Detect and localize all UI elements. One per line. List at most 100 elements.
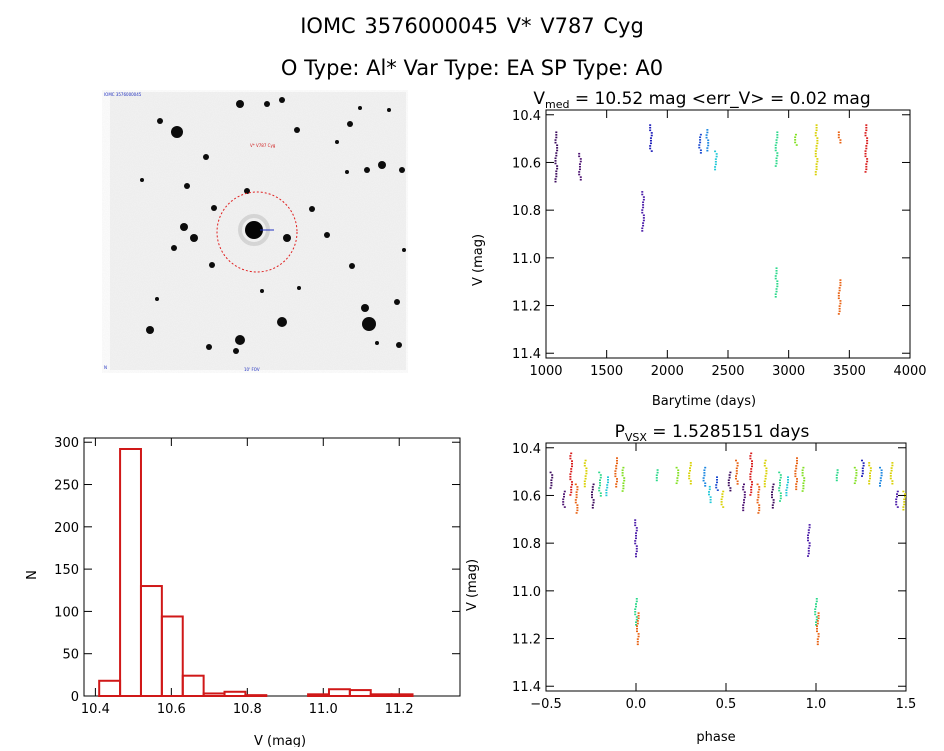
- lightcurve-point: [864, 152, 867, 155]
- star: [146, 326, 154, 334]
- phased-point: [721, 495, 724, 498]
- phased-point: [743, 491, 746, 493]
- phased-point: [765, 472, 768, 475]
- phased-point: [635, 550, 638, 553]
- lightcurve-point: [776, 154, 779, 157]
- histogram-svg: 10.4 10.6 10.8 11.0 11.2 0 50 100 150 200 250 300 V…: [25, 436, 461, 749]
- phased-point: [704, 466, 707, 469]
- phased-point: [743, 499, 745, 501]
- phased-point: [576, 509, 579, 512]
- phased-point: [771, 504, 774, 506]
- phased-point: [796, 480, 798, 483]
- phased-point: [607, 481, 609, 484]
- phased-point: [575, 496, 578, 499]
- lightcurve-series-group: [837, 131, 842, 144]
- lightcurve-point: [641, 193, 644, 196]
- phased-series-group: [868, 462, 872, 485]
- lightcurve-point: [649, 139, 652, 142]
- phased-point: [636, 625, 638, 627]
- star: [264, 101, 270, 107]
- histogram-xlabel: V (mag): [254, 734, 306, 747]
- phased-point: [727, 479, 730, 482]
- phased-point: [794, 475, 797, 478]
- lightcurve-point: [554, 157, 557, 160]
- star: [184, 183, 190, 189]
- phased-series-group: [598, 471, 602, 497]
- phased-point: [816, 630, 818, 633]
- phased-point: [751, 481, 753, 483]
- phased-series-group: [688, 462, 692, 485]
- phased-series-group: [621, 466, 626, 492]
- lightcurve-point: [578, 163, 581, 165]
- histogram-panel: 10.4 10.6 10.8 11.0 11.2 0 50 100 150 200 250 300 V…: [0, 415, 480, 749]
- phased-point: [722, 490, 725, 493]
- phased-point: [735, 477, 737, 480]
- phased-svg: PVSX = 1.5285151 days −0.5 0.0 0.5 1.0 1.5 10…: [465, 422, 916, 745]
- phased-point: [742, 504, 745, 506]
- histogram-bar: [202, 692, 226, 697]
- phased-point: [634, 542, 637, 545]
- star: [260, 289, 264, 293]
- lightcurve-axes: 1000 1500 2000 2500 3000 3500 4000 10.4 10.6 10.8…: [512, 109, 927, 379]
- lightcurve-ytick-label: 11.0: [512, 252, 541, 267]
- phased-point: [879, 466, 881, 469]
- phased-point: [675, 482, 678, 485]
- phased-point: [815, 605, 817, 608]
- phased-title-sub: VSX: [625, 431, 648, 444]
- lightcurve-point: [794, 136, 797, 139]
- lightcurve-point: [837, 297, 840, 300]
- phased-point: [634, 611, 637, 613]
- phased-point: [656, 469, 659, 471]
- star: [294, 127, 300, 133]
- phased-series-group: [605, 476, 609, 497]
- phased-point: [796, 459, 798, 462]
- phased-point: [636, 620, 639, 622]
- phased-point: [677, 474, 680, 477]
- phased-point: [779, 482, 781, 484]
- phased-series-group: [749, 452, 753, 496]
- phased-point: [576, 504, 579, 506]
- histogram-bar: [119, 447, 142, 698]
- lightcurve-point: [814, 134, 817, 137]
- phased-point: [771, 496, 773, 499]
- phased-point: [655, 477, 658, 479]
- phased-point: [635, 537, 637, 540]
- phased-point: [621, 474, 624, 477]
- phased-ytick-label: 11.4: [512, 680, 541, 695]
- phased-point: [709, 501, 712, 504]
- phased-point: [779, 497, 782, 500]
- phased-point: [794, 470, 797, 472]
- phased-point: [764, 477, 767, 480]
- phased-series-group: [574, 483, 579, 514]
- phased-point: [879, 482, 881, 485]
- lightcurve-series-group: [864, 124, 869, 173]
- lightcurve-point: [699, 133, 702, 136]
- lightcurve-point: [555, 170, 558, 173]
- phased-point: [796, 457, 798, 459]
- star: [349, 263, 355, 269]
- phased-point: [903, 498, 906, 501]
- phased-point: [623, 477, 626, 479]
- lightcurve-point: [774, 293, 777, 295]
- histogram-axes: 10.4 10.6 10.8 11.0 11.2 0 50 100 150 200 250 300: [54, 436, 461, 717]
- lightcurve-point: [555, 154, 558, 157]
- phased-point: [563, 493, 565, 495]
- lightcurve-point: [776, 282, 779, 285]
- phased-point: [708, 493, 710, 496]
- phased-point: [891, 482, 894, 485]
- phased-point: [607, 476, 609, 478]
- star: [236, 100, 244, 108]
- lightcurve-point: [578, 152, 581, 155]
- phased-point: [569, 473, 572, 475]
- histogram-frame: [83, 437, 461, 697]
- lightcurve-point: [795, 144, 798, 146]
- phased-point: [735, 472, 738, 475]
- phased-point: [763, 483, 766, 485]
- phased-point: [614, 475, 617, 478]
- phased-point: [861, 467, 864, 470]
- lightcurve-point: [839, 302, 842, 305]
- phased-series-group: [895, 490, 899, 508]
- lightcurve-point: [650, 134, 653, 137]
- phased-point: [709, 498, 712, 501]
- phased-point: [749, 478, 752, 481]
